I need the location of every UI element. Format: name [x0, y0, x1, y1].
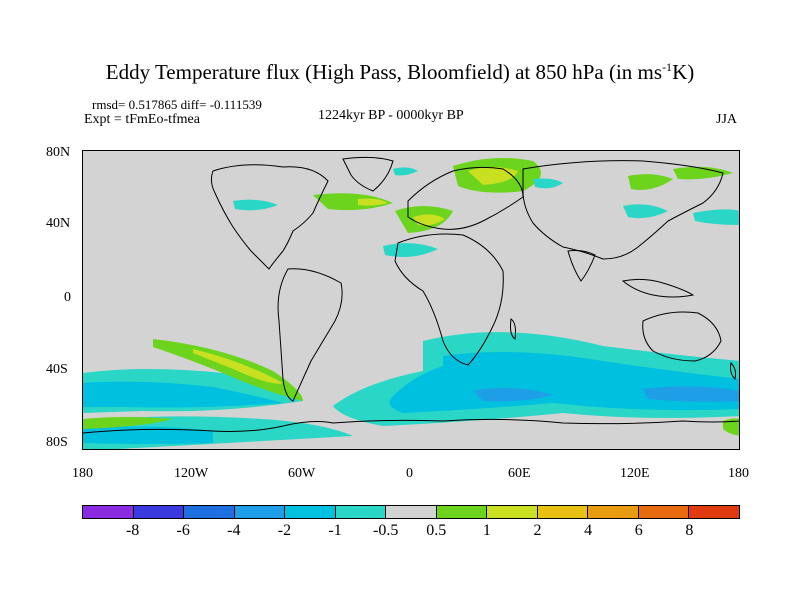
colorbar-swatch — [133, 506, 185, 518]
colorbar-tick-label: -2 — [277, 522, 292, 539]
coastline-asia — [522, 160, 724, 260]
colorbar-tick-label: 8 — [685, 522, 694, 539]
coastline-india — [567, 250, 596, 282]
colorbar-tick-label: -8 — [125, 522, 140, 539]
colorbar-tick-label: 0.5 — [426, 522, 447, 539]
anomaly-negative-band — [383, 243, 438, 257]
coastline-australia — [642, 311, 722, 362]
anomaly-negative-band — [693, 209, 739, 225]
coastline-north-america — [210, 164, 329, 270]
period-label: 1224kyr BP - 0000kyr BP — [318, 108, 464, 123]
colorbar-swatch — [83, 506, 134, 518]
anomaly-negative-band — [643, 386, 739, 402]
title-superscript: -1 — [662, 60, 673, 74]
coastline-south-america — [277, 268, 343, 402]
anomaly-positive-band — [193, 349, 283, 384]
colorbar-swatch — [588, 506, 639, 518]
title-text: Eddy Temperature flux (High Pass, Bloomf… — [105, 60, 663, 84]
colorbar-swatch — [638, 506, 690, 518]
y-tick-label: 80S — [46, 435, 68, 450]
title-unit-end: K) — [672, 60, 695, 84]
anomaly-negative-band — [83, 381, 283, 408]
anomaly-positive-band — [628, 174, 673, 190]
coastlines — [83, 156, 739, 434]
experiment-label: Expt = tFmEo-tfmea — [84, 112, 200, 127]
colorbar-tick-label: 4 — [584, 522, 593, 539]
colorbar-tick-label: 1 — [482, 522, 491, 539]
colorbar-swatch — [386, 506, 437, 518]
coastline-new-zealand — [730, 361, 736, 381]
x-tick-label: 0 — [406, 466, 413, 481]
colorbar — [82, 505, 740, 519]
colorbar-swatch — [689, 506, 739, 518]
anomaly-negative-band — [623, 204, 668, 219]
colorbar-swatch — [537, 506, 589, 518]
season-label: JJA — [716, 112, 738, 127]
anomaly-positive-band — [153, 339, 303, 401]
coastline-madagascar — [510, 318, 516, 340]
coastline-antarctica — [83, 418, 739, 434]
anomaly-positive-band — [413, 214, 445, 226]
colorbar-tick-label: -0.5 — [373, 522, 399, 539]
anomaly-positive-band — [673, 166, 733, 180]
x-tick-label: 180 — [72, 466, 93, 481]
anomaly-negative-band — [393, 167, 418, 176]
x-tick-label: 60E — [508, 466, 531, 481]
anomaly-positive-band — [358, 198, 388, 206]
y-tick-label: 0 — [64, 290, 71, 305]
anomaly-positive-band — [468, 167, 518, 185]
anomaly-negative-band — [473, 387, 553, 402]
colorbar-swatch — [285, 506, 336, 518]
stats-label: rmsd= 0.517865 diff= -0.111539 — [92, 97, 262, 112]
y-tick-label: 80N — [46, 145, 71, 160]
world-map — [83, 156, 739, 449]
coastline-greenland — [342, 156, 394, 192]
coastline-africa — [394, 233, 504, 366]
colorbar-swatch — [184, 506, 235, 518]
colorbar-tick-label: 6 — [634, 522, 643, 539]
x-tick-label: 180 — [728, 466, 749, 481]
anomaly-positive-band — [723, 418, 739, 436]
anomaly-patches — [83, 157, 739, 449]
anomaly-positive-band — [313, 193, 393, 211]
x-tick-label: 120E — [620, 466, 650, 481]
colorbar-tick-label: 2 — [533, 522, 542, 539]
colorbar-swatch — [436, 506, 488, 518]
x-tick-label: 60W — [288, 466, 316, 481]
colorbar-swatch — [487, 506, 538, 518]
colorbar-tick-label: -4 — [227, 522, 241, 539]
colorbar-swatch — [234, 506, 286, 518]
anomaly-negative-band — [233, 199, 278, 211]
plot-title: Eddy Temperature flux (High Pass, Bloomf… — [0, 60, 800, 85]
coastline-indonesia — [621, 278, 695, 298]
anomaly-positive-band — [83, 417, 173, 429]
colorbar-tick-label: -6 — [176, 522, 190, 539]
y-tick-label: 40N — [46, 216, 71, 231]
x-tick-label: 120W — [174, 466, 209, 481]
colorbar-swatch — [335, 506, 387, 518]
colorbar-tick-label: -1 — [328, 522, 342, 539]
anomaly-negative-band — [533, 178, 563, 189]
y-tick-label: 40S — [46, 362, 68, 377]
map-panel — [82, 150, 740, 450]
